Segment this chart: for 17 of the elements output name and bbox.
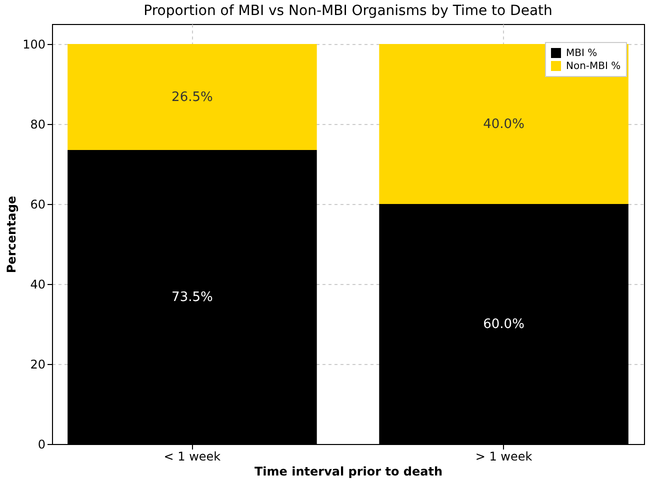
y-tick-label: 60 xyxy=(30,198,46,212)
y-tick-label: 0 xyxy=(38,438,46,452)
data-label: 60.0% xyxy=(483,317,524,332)
y-axis-title: Percentage xyxy=(4,196,19,274)
data-label: 40.0% xyxy=(483,117,524,132)
legend-label: MBI % xyxy=(566,48,598,59)
y-tick-label: 80 xyxy=(30,118,46,132)
chart-title: Proportion of MBI vs Non-MBI Organisms by Time to Death xyxy=(144,3,552,19)
y-tick-label: 40 xyxy=(30,278,46,292)
y-tick-label: 20 xyxy=(30,358,46,372)
data-label: 73.5% xyxy=(172,290,213,305)
x-tick-label: < 1 week xyxy=(164,450,221,464)
y-tick-label: 100 xyxy=(22,38,46,52)
legend-label: Non-MBI % xyxy=(566,61,621,72)
data-label: 26.5% xyxy=(172,90,213,105)
x-tick-label: > 1 week xyxy=(475,450,532,464)
x-axis-title: Time interval prior to death xyxy=(254,464,443,478)
